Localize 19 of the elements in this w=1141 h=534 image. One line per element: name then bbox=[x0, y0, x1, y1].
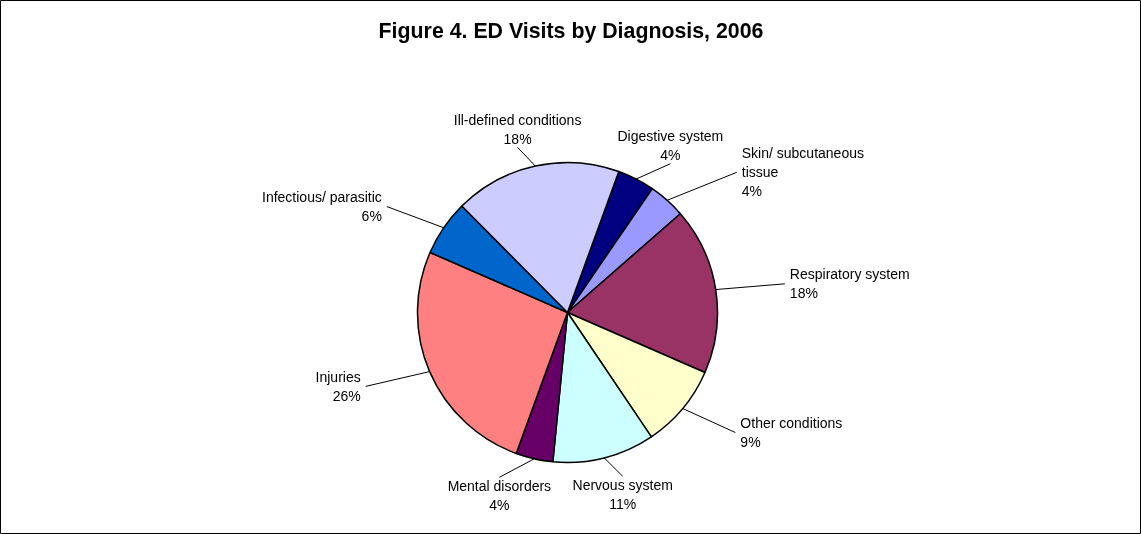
data-label: 4% bbox=[660, 147, 681, 164]
slice-label: Respiratory system bbox=[789, 266, 910, 283]
data-label: 9% bbox=[740, 434, 761, 451]
slice-label: Skin/ subcutaneous tissue bbox=[741, 145, 864, 181]
chart-title: Figure 4. ED Visits by Diagnosis, 2006 bbox=[378, 18, 764, 43]
slice-label: Mental disorders bbox=[447, 477, 552, 494]
data-label: 4% bbox=[741, 183, 763, 200]
data-label: 11% bbox=[609, 495, 637, 512]
slice-label: Other conditions bbox=[740, 414, 843, 431]
data-label: 26% bbox=[332, 387, 361, 404]
data-label: 18% bbox=[789, 285, 818, 302]
slice-label: Infectious/ parasitic bbox=[262, 188, 382, 205]
slice-label: Ill-defined conditions bbox=[453, 111, 582, 128]
slice-label: Digestive system bbox=[617, 128, 724, 145]
slice-label: Injuries bbox=[315, 368, 361, 385]
data-label: 6% bbox=[361, 208, 382, 225]
slice-label: Nervous system bbox=[572, 476, 673, 493]
data-label: 4% bbox=[489, 496, 510, 513]
data-label: 18% bbox=[503, 130, 532, 147]
